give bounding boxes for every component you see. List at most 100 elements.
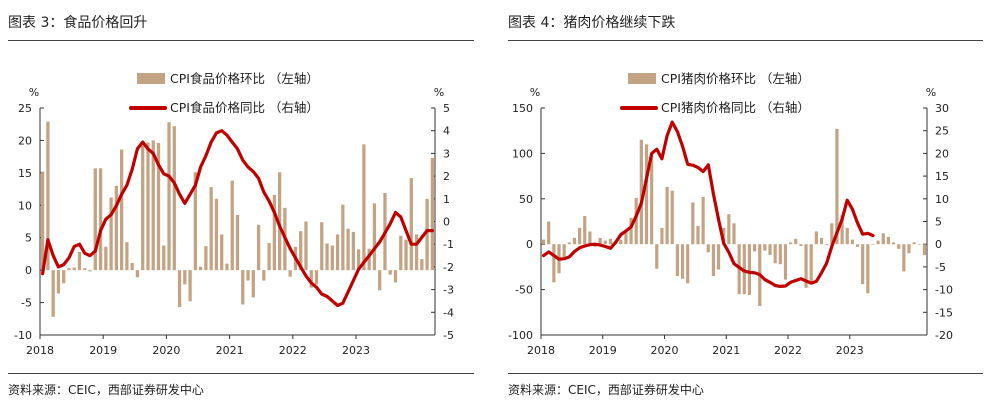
right-tick-label: 30: [935, 102, 949, 115]
bar-mom: [716, 244, 721, 270]
source-note: 资料来源：CEIC，西部证券研发中心: [8, 383, 204, 397]
bar-mom: [907, 244, 911, 254]
bar-mom: [634, 197, 638, 245]
bar-mom: [362, 144, 366, 271]
bar-mom: [619, 239, 623, 245]
bar-mom: [783, 244, 788, 280]
bar-mom: [794, 238, 798, 245]
bar-mom: [56, 270, 61, 294]
bar-mom: [88, 270, 92, 272]
bar-mom: [335, 234, 340, 271]
bar-mom: [655, 244, 659, 269]
bar-mom: [922, 244, 927, 256]
bar-mom: [578, 227, 582, 245]
right-tick-label: -15: [935, 306, 953, 319]
left-tick-label: -100: [508, 329, 533, 342]
bar-mom: [670, 190, 674, 245]
bar-mom: [220, 234, 224, 271]
right-tick-label: 5: [443, 102, 450, 115]
source-rule: [508, 373, 983, 374]
bar-mom: [752, 244, 757, 252]
bar-mom: [41, 171, 45, 271]
bar-mom: [404, 239, 408, 271]
bar-mom: [881, 233, 885, 245]
bar-mom: [691, 202, 695, 245]
bar-mom: [388, 270, 392, 275]
bar-mom: [320, 222, 324, 271]
bar-mom: [789, 242, 793, 245]
bar-mom: [891, 242, 896, 245]
bar-mom: [256, 224, 261, 271]
bar-mom: [608, 238, 613, 245]
bar-mom: [209, 187, 213, 271]
left-tick-label: 15: [18, 167, 32, 180]
bar-mom: [162, 245, 166, 271]
bar-mom: [225, 263, 229, 271]
right-tick-label: 4: [443, 125, 450, 138]
bar-mom: [330, 245, 334, 271]
bar-mom: [46, 121, 50, 271]
bar-mom: [409, 178, 413, 271]
right-tick-label: 10: [935, 193, 949, 206]
bar-mom: [696, 226, 700, 245]
bar-mom: [711, 244, 716, 276]
bar-mom: [77, 251, 82, 271]
right-tick-label: -10: [935, 284, 953, 297]
bar-mom: [393, 270, 398, 283]
bar-mom: [850, 239, 854, 245]
bar-mom: [886, 236, 890, 245]
bar-mom: [167, 122, 171, 271]
legend-bar-swatch: [137, 73, 165, 84]
right-tick-label: -5: [935, 261, 946, 274]
bar-mom: [747, 244, 752, 296]
bar-mom: [183, 270, 187, 285]
bar-mom: [83, 268, 87, 271]
right-tick-label: -1: [443, 238, 454, 251]
left-tick-label: 0: [25, 264, 32, 277]
right-tick-label: 25: [935, 125, 949, 138]
bar-mom: [876, 240, 880, 245]
bar-mom: [177, 270, 182, 308]
bar-mom: [341, 204, 345, 271]
bar-mom: [912, 242, 916, 245]
bar-mom: [650, 155, 654, 245]
right-tick-label: 1: [443, 193, 450, 206]
bar-mom: [819, 237, 824, 245]
bar-mom: [639, 139, 643, 245]
bar-mom: [547, 221, 551, 245]
bar-mom: [299, 231, 303, 271]
bar-mom: [701, 196, 705, 245]
x-tick-label: 2022: [774, 344, 802, 357]
bar-mom: [378, 270, 382, 291]
bar-mom: [246, 270, 250, 281]
bar-mom: [230, 180, 234, 271]
bar-mom: [351, 231, 355, 271]
right-unit-label: %: [926, 86, 936, 99]
x-tick-label: 2018: [527, 344, 555, 357]
source-rule: [8, 373, 474, 374]
left-tick-label: 100: [512, 147, 533, 160]
x-tick-label: 2023: [836, 344, 864, 357]
bar-mom: [675, 244, 679, 276]
bar-mom: [768, 244, 772, 256]
bar-mom: [199, 266, 203, 271]
bar-mom: [325, 243, 329, 271]
bar-mom: [62, 270, 66, 284]
bar-mom: [425, 198, 429, 271]
bar-mom: [567, 242, 571, 245]
bar-mom: [67, 268, 71, 271]
bar-mom: [773, 244, 777, 264]
bar-mom: [588, 231, 592, 245]
bar-mom: [262, 270, 266, 281]
bar-mom: [109, 197, 113, 271]
bar-mom: [686, 244, 690, 284]
right-tick-label: -2: [443, 261, 454, 274]
bar-mom: [809, 244, 813, 284]
bar-mom: [665, 186, 669, 245]
bar-mom: [156, 143, 161, 271]
left-tick-label: 20: [18, 134, 32, 147]
pork-price-chart: CPI猪肉价格环比 （左轴）CPI猪肉价格同比 （右轴）% %-100-50050…: [508, 71, 953, 357]
bar-mom: [130, 263, 134, 271]
right-tick-label: 5: [935, 216, 942, 229]
right-tick-label: 20: [935, 147, 949, 160]
